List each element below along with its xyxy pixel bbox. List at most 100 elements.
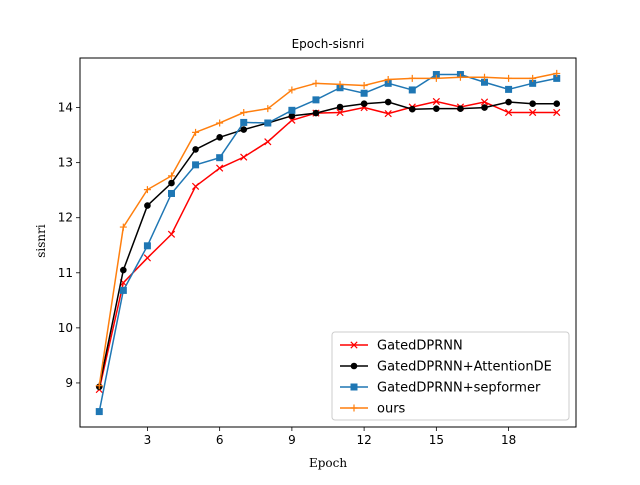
data-point [553, 108, 561, 117]
data-point [143, 242, 151, 250]
data-point [240, 126, 248, 133]
plot-frame [79, 57, 577, 428]
legend-item: GatedDPRNN+AttentionDE [340, 360, 552, 375]
data-point [505, 74, 513, 82]
data-point [481, 73, 489, 81]
data-point [505, 85, 513, 93]
data-point [192, 146, 199, 153]
y-tick-label: 12 [58, 211, 73, 225]
y-tick-label: 10 [58, 321, 73, 335]
data-point [240, 118, 248, 126]
data-point [143, 254, 152, 262]
data-point [216, 119, 224, 127]
legend-marker [350, 404, 358, 412]
data-point [240, 109, 248, 117]
series-line [98, 73, 557, 412]
data-point [336, 80, 344, 88]
legend-marker [350, 341, 358, 349]
data-point [143, 186, 151, 194]
data-point [505, 98, 512, 106]
data-point [312, 79, 320, 87]
data-point [336, 103, 344, 111]
data-point [167, 172, 175, 180]
data-point [168, 179, 175, 187]
data-point [408, 86, 416, 94]
data-point [216, 154, 224, 162]
data-point [191, 182, 200, 190]
data-point [264, 138, 272, 146]
data-point [120, 266, 127, 274]
legend-item: ours [340, 402, 406, 417]
axes: 3 6 9 12 15 18 9 10 11 12 13 14 [58, 57, 577, 447]
series-line [98, 101, 557, 387]
y-tick-label: 11 [58, 266, 73, 280]
legend-item: GatedDPRNN [340, 339, 463, 354]
data-point [360, 100, 368, 108]
legend-box [331, 331, 570, 421]
x-tick-label: 18 [501, 433, 516, 447]
legend-item: GatedDPRNN+sepformer [340, 381, 541, 396]
chart-title: Epoch-sisnri [292, 37, 365, 51]
data-point [216, 134, 223, 141]
data-point [432, 97, 440, 106]
y-tick-label: 13 [58, 156, 73, 170]
y-tick-label: 14 [58, 101, 73, 115]
data-point [167, 189, 175, 197]
data-point [264, 105, 272, 113]
series-1 [95, 98, 561, 391]
legend-label: GatedDPRNN+sepformer [377, 381, 541, 396]
y-tick-label: 9 [65, 376, 73, 390]
data-point [408, 105, 416, 113]
data-point [529, 74, 537, 82]
legend-marker [350, 383, 358, 391]
series-2 [95, 71, 561, 416]
x-tick-label: 15 [429, 433, 444, 447]
data-point [384, 110, 392, 118]
data-point [553, 100, 561, 108]
legend-marker [350, 362, 358, 370]
data-point [504, 108, 513, 117]
data-point [481, 104, 488, 111]
data-point [288, 112, 296, 120]
data-point [240, 153, 248, 161]
data-point [288, 86, 296, 94]
data-point [192, 161, 200, 169]
data-point [408, 74, 416, 82]
data-point [457, 105, 464, 112]
data-point [456, 73, 464, 81]
data-point [360, 82, 368, 90]
y-axis-label: sisnri [34, 224, 48, 258]
x-tick-label: 3 [144, 433, 152, 447]
data-point [384, 98, 392, 106]
data-point [553, 69, 561, 77]
data-point [95, 382, 103, 390]
data-point [336, 108, 344, 117]
data-point [119, 286, 127, 294]
data-point [264, 119, 272, 127]
data-point [192, 128, 200, 136]
series-line [98, 72, 557, 386]
data-point [433, 105, 440, 112]
data-point [529, 100, 536, 108]
x-tick-label: 9 [288, 433, 296, 447]
series-lines [95, 69, 561, 416]
data-point [312, 96, 320, 104]
data-point [144, 202, 151, 209]
data-point [384, 75, 392, 83]
data-point [288, 106, 296, 114]
data-point [167, 230, 176, 238]
data-point [95, 408, 103, 416]
series-3 [95, 69, 561, 390]
x-axis-label: Epoch [309, 456, 347, 470]
legend: GatedDPRNN GatedDPRNN+AttentionDE GatedDPR… [331, 331, 570, 421]
data-point [360, 89, 368, 97]
data-point [312, 109, 320, 117]
legend-label: ours [377, 402, 406, 417]
series-line [98, 100, 557, 390]
x-tick-label: 6 [216, 433, 224, 447]
data-point [216, 164, 224, 172]
x-tick-label: 12 [356, 433, 371, 447]
legend-label: GatedDPRNN [377, 339, 463, 354]
